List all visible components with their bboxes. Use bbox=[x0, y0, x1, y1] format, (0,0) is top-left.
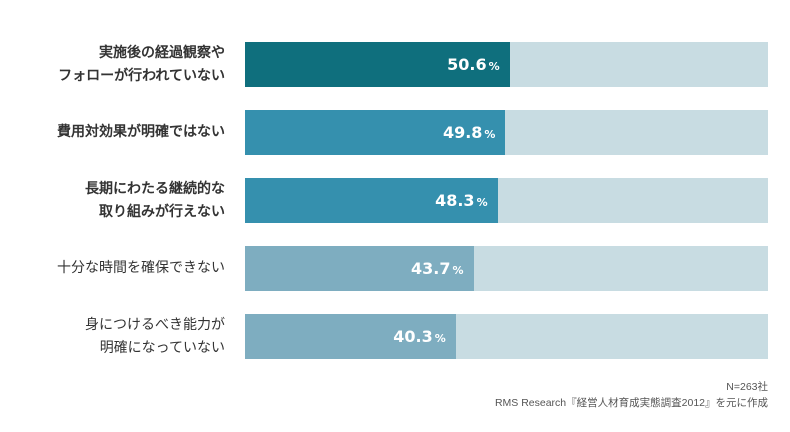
data-label: 48.3% bbox=[245, 178, 488, 223]
category-label: 身につけるべき能力が 明確になっていない bbox=[85, 316, 225, 356]
data-label-value: 50.6 bbox=[447, 55, 487, 74]
bar bbox=[245, 42, 510, 87]
data-label-unit: % bbox=[476, 196, 488, 209]
data-label-value: 49.8 bbox=[442, 123, 483, 142]
bar-track: 50.6% bbox=[245, 42, 768, 87]
bar-track: 49.8% bbox=[245, 110, 768, 155]
bar-track: 48.3% bbox=[245, 178, 768, 223]
category-label: 十分な時間を確保できない bbox=[57, 260, 225, 276]
data-label: 49.8% bbox=[245, 110, 496, 155]
data-label-unit: % bbox=[434, 332, 446, 345]
sample-size-note: N=263社 bbox=[726, 381, 768, 393]
data-label-value: 40.3 bbox=[393, 327, 433, 346]
category-label: 費用対効果が明確ではない bbox=[57, 124, 225, 140]
bar bbox=[245, 314, 456, 359]
bar bbox=[245, 178, 498, 223]
data-label: 43.7% bbox=[245, 246, 464, 291]
category-label: 長期にわたる継続的な 取り組みが行えない bbox=[85, 180, 225, 220]
bar bbox=[245, 110, 506, 155]
data-label: 40.3% bbox=[245, 314, 446, 359]
data-label-unit: % bbox=[452, 264, 464, 277]
data-label-value: 48.3 bbox=[435, 191, 475, 210]
bar-track: 43.7% bbox=[245, 246, 768, 291]
category-label: 実施後の経過観察や フォローが行われていない bbox=[58, 44, 225, 84]
data-label-unit: % bbox=[488, 60, 500, 73]
data-label-value: 43.7 bbox=[411, 259, 451, 278]
source-note: RMS Research『経営人材育成実態調査2012』を元に作成 bbox=[494, 397, 768, 409]
bar bbox=[245, 246, 474, 291]
data-label: 50.6% bbox=[245, 42, 500, 87]
data-label-unit: % bbox=[484, 128, 496, 141]
bar-track: 40.3% bbox=[245, 314, 768, 359]
